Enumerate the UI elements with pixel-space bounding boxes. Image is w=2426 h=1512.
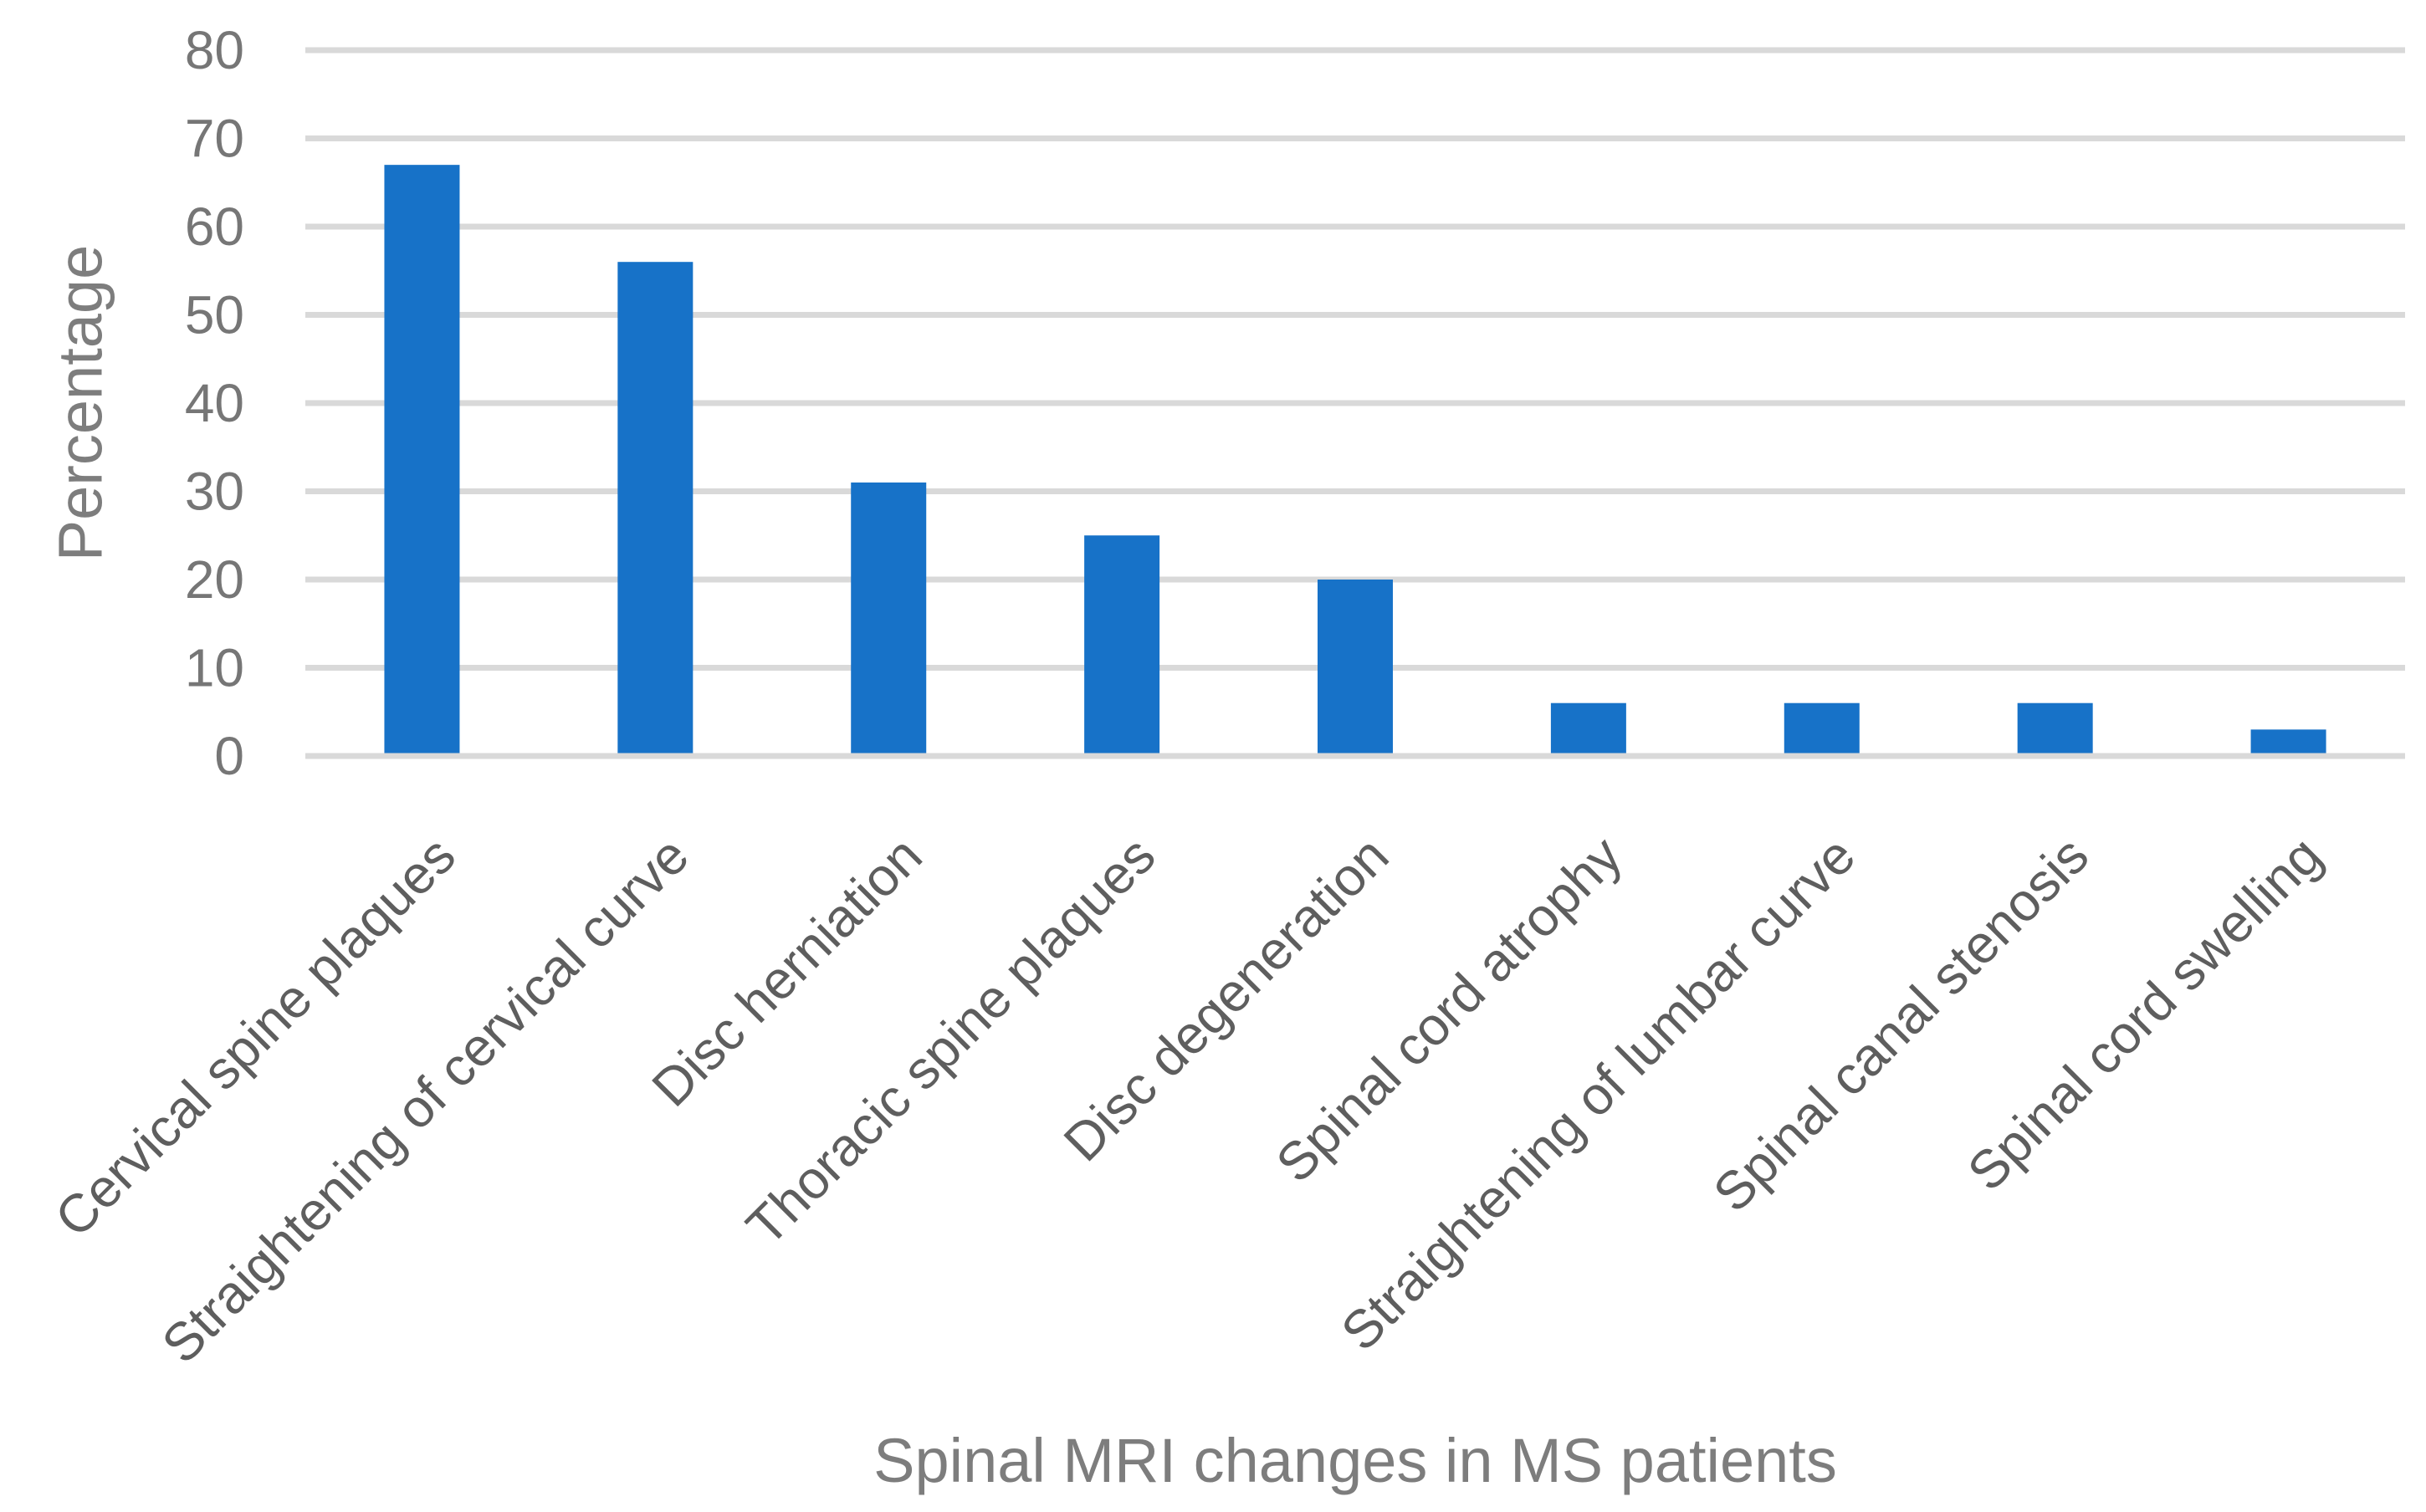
bars-layer [384,165,2326,756]
bar-disc-degeneration [1318,580,1393,756]
x-axis-title: Spinal MRI changes in MS patients [873,1426,1837,1495]
y-axis-title: Percentage [46,245,115,562]
bar-cervical-spine-plaques [384,165,460,756]
y-tick-label: 80 [185,20,244,80]
bar-spinal-cord-swelling [2250,729,2326,756]
x-category-label: Cervical spine plaques [44,825,467,1249]
y-tick-label: 50 [185,285,244,345]
bar-disc-herniation [851,482,927,756]
y-tick-label: 10 [185,638,244,698]
bar-spinal-cord-atrophy [1550,702,1626,756]
y-tick-labels-layer: 0 10 20 30 40 50 60 70 80 [185,20,244,786]
x-category-label: Thoracic spine plaques [734,825,1166,1257]
bar-thoracic-spine-plaques [1084,535,1160,756]
y-tick-label: 30 [185,462,244,522]
y-tick-label: 40 [185,373,244,433]
bar-spinal-canal-stenosis [2017,702,2093,756]
bar-straightening-of-cervical-curve [617,262,694,756]
x-category-label: Straightening of lumbar curve [1329,825,1866,1362]
y-tick-label: 20 [185,549,244,610]
y-tick-label: 60 [185,197,244,257]
x-category-label: Spinal canal stenosis [1702,825,2100,1223]
y-tick-label: 70 [185,109,244,169]
bar-straightening-of-lumbar-curve [1784,702,1860,756]
y-tick-label: 0 [214,726,244,786]
